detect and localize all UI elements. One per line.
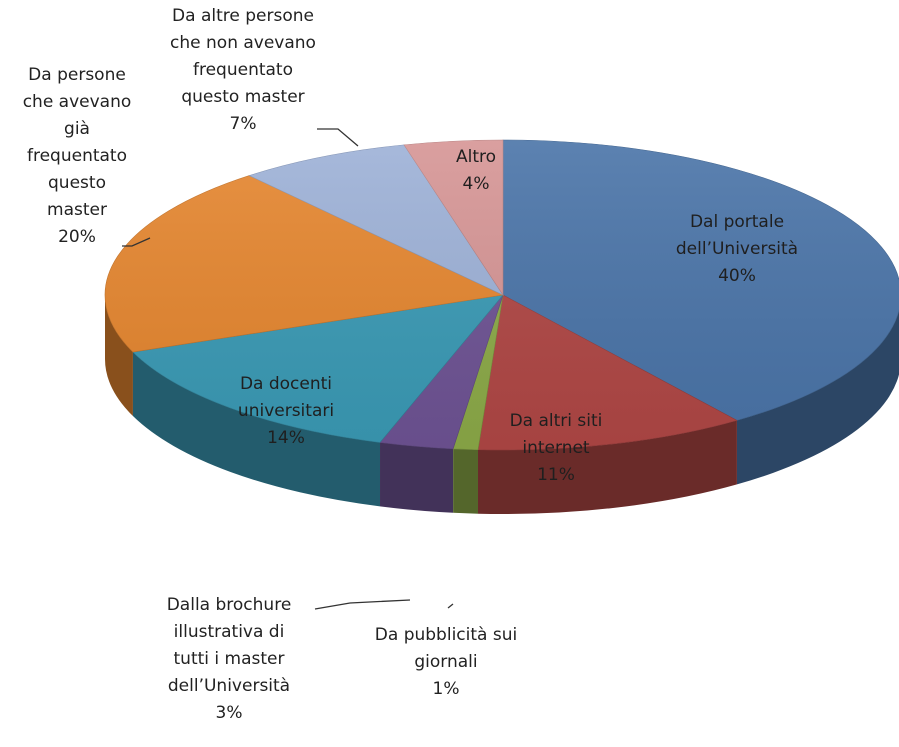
slice-label-line-6-3: questo master	[181, 87, 304, 107]
leader-line-altre-persone	[317, 128, 359, 147]
leader-line-brochure	[314, 599, 411, 610]
slice-label-line-6-0: Da altre persone	[172, 6, 314, 26]
slice-percent-5: 20%	[58, 227, 96, 247]
slice-label-line-3-3: dell’Università	[168, 676, 290, 696]
slice-label-line-5-3: frequentato	[27, 146, 127, 166]
slice-percent-4: 14%	[267, 428, 305, 448]
slice-label-line-2-0: Da pubblicità sui	[375, 625, 517, 645]
slice-label-line-2-1: giornali	[414, 652, 477, 672]
leader-line-persone-frequentato	[122, 237, 151, 247]
slice-label-line-4-0: Da docenti	[240, 374, 332, 394]
slice-label-line-6-2: frequentato	[193, 60, 293, 80]
slice-label-line-3-0: Dalla brochure	[167, 595, 292, 615]
pie-side-5	[105, 295, 133, 417]
leader-line-pubblicita	[447, 603, 454, 609]
slice-percent-6: 7%	[230, 114, 257, 134]
slice-label-line-5-2: già	[64, 119, 90, 139]
slice-label-6: Da altre persone che non avevano frequenta…	[170, 6, 316, 134]
pie-slices	[104, 139, 899, 451]
slice-label-line-3-2: tutti i master	[174, 649, 285, 669]
slice-label-1: Da altri siti internet 11%	[510, 411, 603, 485]
slice-label-line-3-1: illustrativa di	[174, 622, 285, 642]
slice-labels: Dal portale dell’Università 40% Da altri si…	[23, 6, 798, 723]
slice-percent-7: 4%	[463, 174, 490, 194]
slice-percent-3: 3%	[216, 703, 243, 723]
pie-side-4	[132, 352, 381, 507]
slice-label-line-1-0: Da altri siti	[510, 411, 603, 431]
pie-side-1	[478, 420, 737, 514]
slice-label-7: Altro 4%	[456, 147, 496, 194]
slice-label-line-1-1: internet	[522, 438, 590, 458]
pie-sides	[105, 295, 899, 514]
leader-lines	[122, 128, 454, 610]
slice-label-5: Da persone che avevano già frequentato quest…	[23, 65, 132, 247]
pie-side-0	[736, 310, 899, 485]
slice-label-line-4-1: universitari	[238, 401, 334, 421]
slice-label-line-5-5: master	[47, 200, 107, 220]
slice-label-4: Da docenti universitari 14%	[238, 374, 334, 448]
slice-percent-2: 1%	[433, 679, 460, 699]
slice-label-line-6-1: che non avevano	[170, 33, 316, 53]
slice-label-line-5-1: che avevano	[23, 92, 132, 112]
slice-percent-0: 40%	[718, 266, 756, 286]
pie-side-2	[453, 448, 479, 514]
pie-side-3	[380, 442, 454, 513]
slice-label-line-0-0: Dal portale	[690, 212, 784, 232]
slice-label-2: Da pubblicità sui giornali 1%	[375, 625, 517, 699]
slice-label-line-5-0: Da persone	[28, 65, 126, 85]
slice-percent-1: 11%	[537, 465, 575, 485]
slice-label-line-5-4: questo	[48, 173, 106, 193]
slice-label-line-7-0: Altro	[456, 147, 496, 167]
slice-label-0: Dal portale dell’Università 40%	[676, 212, 798, 286]
slice-label-3: Dalla brochure illustrativa di tutti i mas…	[167, 595, 292, 723]
pie-top-shading	[105, 140, 899, 450]
slice-label-line-0-1: dell’Università	[676, 239, 798, 259]
